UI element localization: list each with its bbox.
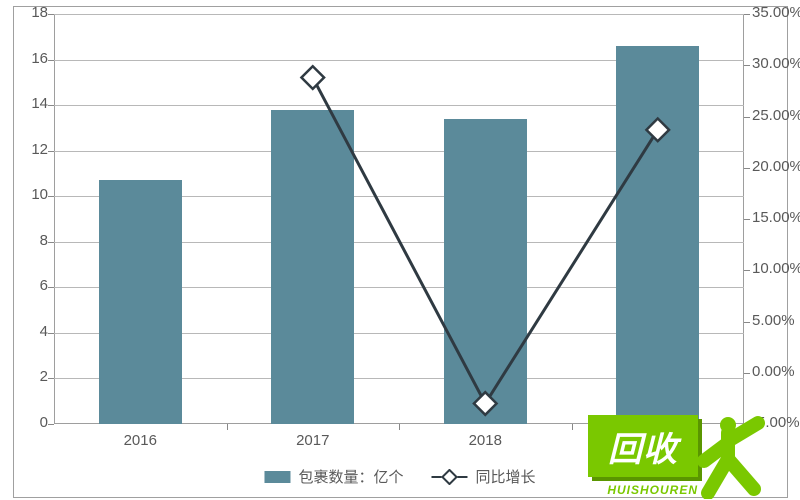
line-path	[313, 78, 658, 404]
line-marker-diamond	[646, 119, 669, 142]
line-marker-diamond	[301, 66, 324, 89]
legend-swatch-bar	[264, 471, 290, 483]
brand-main-text: 回收	[608, 422, 678, 471]
legend-item-bars: 包裹数量：亿个	[264, 466, 403, 487]
brand-logo-box: 回收	[588, 415, 698, 477]
brand-sub-text: HUISHOUREN	[588, 483, 698, 497]
line-marker-diamond	[474, 392, 497, 415]
legend-label-line: 同比增长	[476, 466, 536, 487]
legend-swatch-line	[432, 469, 468, 485]
legend: 包裹数量：亿个 同比增长	[264, 466, 535, 487]
brand-person-glyph	[694, 409, 794, 499]
legend-label-bars: 包裹数量：亿个	[298, 466, 403, 487]
legend-item-line: 同比增长	[432, 466, 536, 487]
